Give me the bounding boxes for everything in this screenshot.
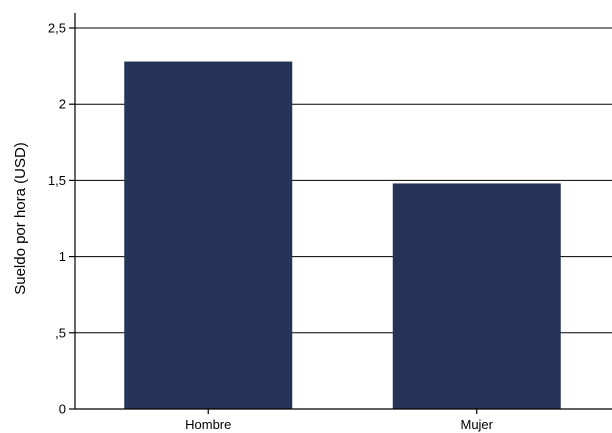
x-tick-labels: Hombre Mujer xyxy=(185,409,494,432)
y-tick-label: 2,5 xyxy=(48,21,66,36)
x-tick-label: Hombre xyxy=(185,417,231,432)
y-tick-label: ,5 xyxy=(55,325,66,340)
y-tick-labels: 0 ,5 1 1,5 2 2,5 xyxy=(48,21,75,417)
y-tick-label: 0 xyxy=(59,402,66,417)
bar-mujer xyxy=(392,183,561,409)
y-tick-label: 1,5 xyxy=(48,173,66,188)
x-tick-label: Mujer xyxy=(460,417,493,432)
axes xyxy=(74,13,612,410)
y-axis-title: Sueldo por hora (USD) xyxy=(12,142,29,295)
y-tick-label: 2 xyxy=(59,97,66,112)
bar-hombre xyxy=(124,61,293,409)
bars xyxy=(124,61,561,409)
y-tick-label: 1 xyxy=(59,249,66,264)
